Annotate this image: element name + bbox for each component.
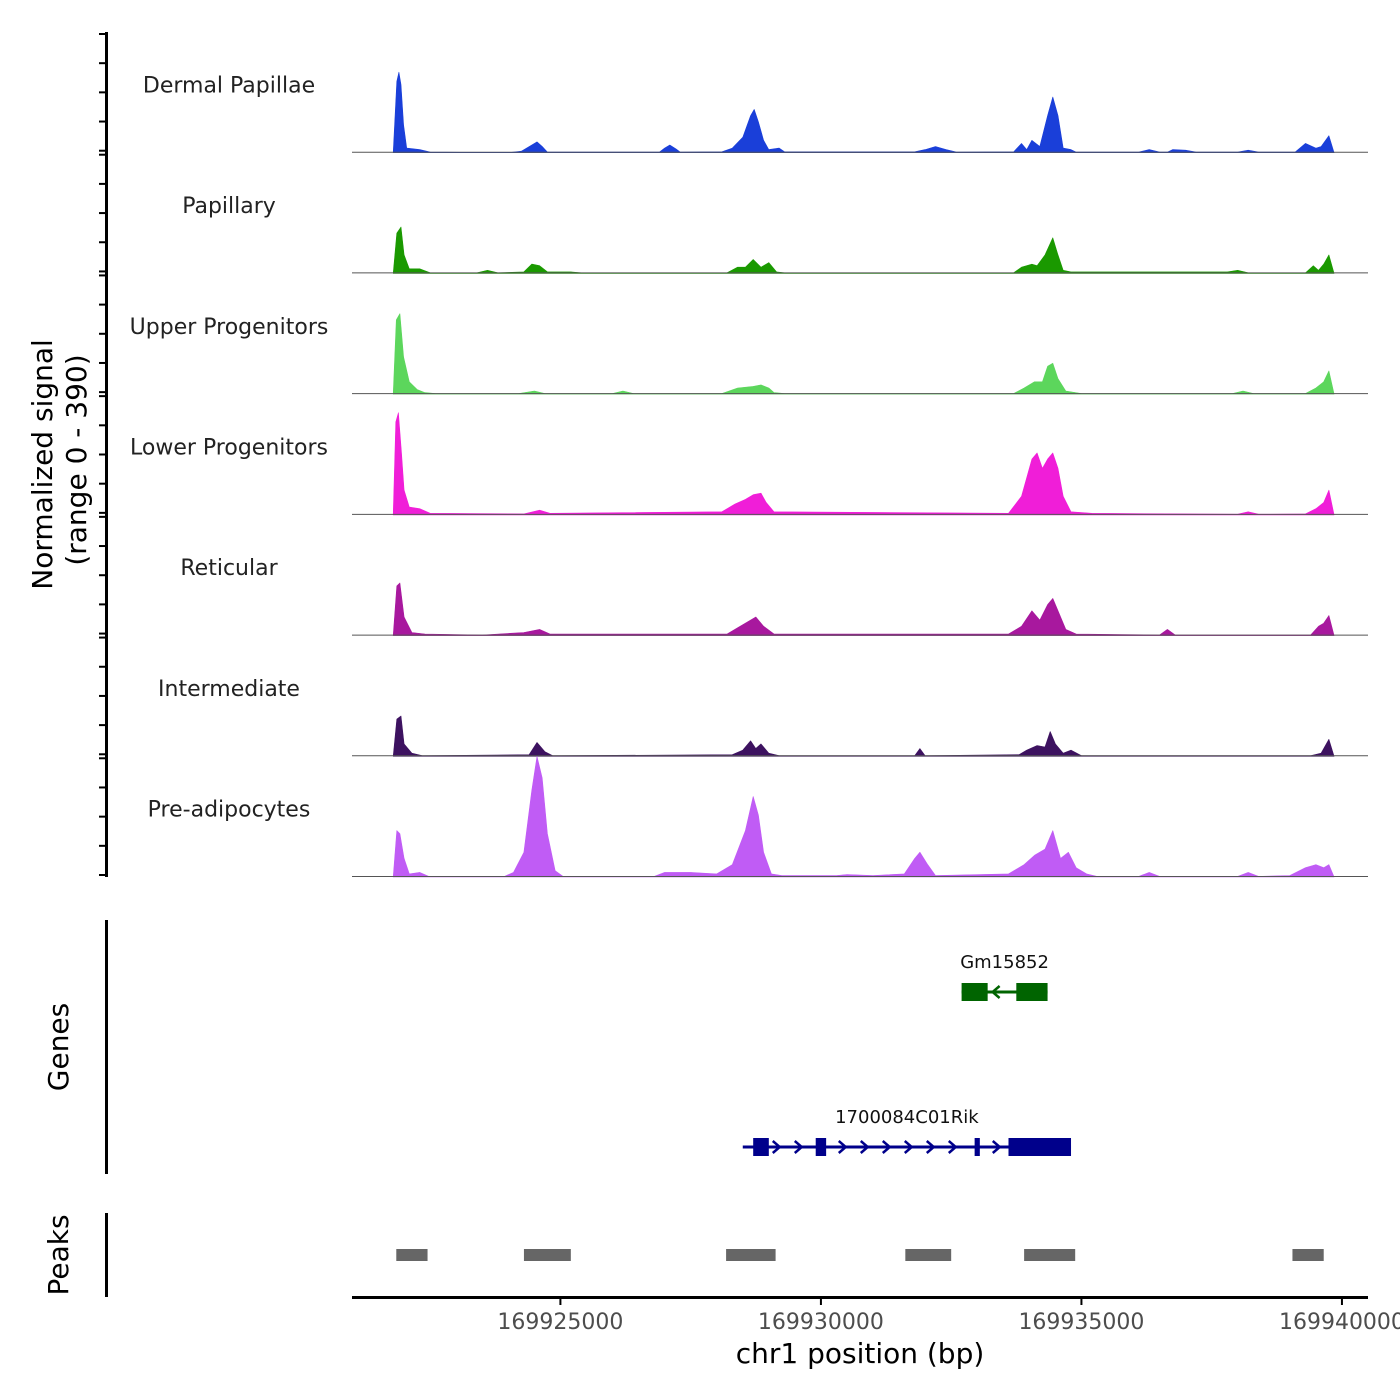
gene-label: Gm15852 (960, 952, 1049, 973)
x-axis-title: chr1 position (bp) (736, 1337, 985, 1370)
gene-label: 1700084C01Rik (835, 1107, 979, 1128)
strand-arrow (837, 1140, 848, 1154)
x-tick-label: 169925000 (497, 1310, 623, 1335)
strand-arrow (990, 985, 1001, 999)
coverage-area (392, 412, 1335, 516)
peak-region (726, 1249, 776, 1261)
track-dermal-papillae: Dermal Papillae (143, 71, 1368, 153)
gene-exon (1008, 1138, 1072, 1156)
coverage-area (392, 582, 1335, 636)
track-label: Dermal Papillae (143, 73, 315, 98)
peak-region (905, 1249, 952, 1261)
gene-1700084c01rik: 1700084C01Rik (742, 1107, 1072, 1156)
gene-exon (1016, 983, 1048, 1001)
strand-arrow (793, 1140, 804, 1154)
track-label: Pre-adipocytes (148, 798, 311, 823)
x-tick-label: 169935000 (1018, 1310, 1144, 1335)
track-lower-progenitors: Lower Progenitors (130, 412, 1368, 516)
coverage-area (392, 715, 1335, 757)
coverage-area (392, 313, 1335, 395)
strand-arrow (925, 1140, 936, 1154)
strand-arrow (881, 1140, 892, 1154)
peaks-axis-title: Peaks (42, 1214, 75, 1295)
peak-region (523, 1249, 571, 1261)
x-axis-ticks: 169925000 169930000 169935000 169940000 (497, 1297, 1400, 1335)
track-label: Papillary (182, 194, 276, 219)
track-label: Reticular (180, 556, 278, 581)
signal-y-axis (99, 32, 108, 877)
track-reticular: Reticular (180, 556, 1368, 636)
gene-annotations: Gm15852 1700084C01Rik (742, 952, 1072, 1156)
gene-exon (974, 1138, 980, 1156)
genes-axis-title: Genes (42, 1003, 75, 1091)
peak-region (1292, 1249, 1324, 1261)
gene-exon (753, 1138, 769, 1156)
track-label: Intermediate (158, 677, 300, 702)
signal-axis-title: Normalized signal (range 0 - 390) (26, 330, 93, 589)
peak-regions (396, 1249, 1324, 1261)
gene-gm15852: Gm15852 (960, 952, 1049, 1001)
x-tick-label: 169940000 (1279, 1310, 1400, 1335)
peak-region (1024, 1249, 1076, 1261)
track-pre-adipocytes: Pre-adipocytes (148, 756, 1368, 878)
coverage-area (392, 71, 1335, 153)
strand-arrow (991, 1140, 1002, 1154)
strand-arrow (947, 1140, 958, 1154)
strand-arrow (771, 1140, 782, 1154)
track-papillary: Papillary (182, 194, 1368, 274)
track-upper-progenitors: Upper Progenitors (130, 313, 1368, 395)
track-intermediate: Intermediate (158, 677, 1368, 757)
peak-region (396, 1249, 428, 1261)
strand-arrow (859, 1140, 870, 1154)
track-label: Upper Progenitors (130, 315, 329, 340)
coverage-area (392, 756, 1335, 878)
coverage-tracks: Dermal Papillae Papillary Upper Progenitor… (130, 71, 1368, 878)
coverage-area (392, 226, 1335, 274)
track-label: Lower Progenitors (130, 436, 328, 461)
strand-arrow (903, 1140, 914, 1154)
x-tick-label: 169930000 (758, 1310, 884, 1335)
gene-exon (815, 1138, 827, 1156)
gene-exon (961, 983, 988, 1001)
